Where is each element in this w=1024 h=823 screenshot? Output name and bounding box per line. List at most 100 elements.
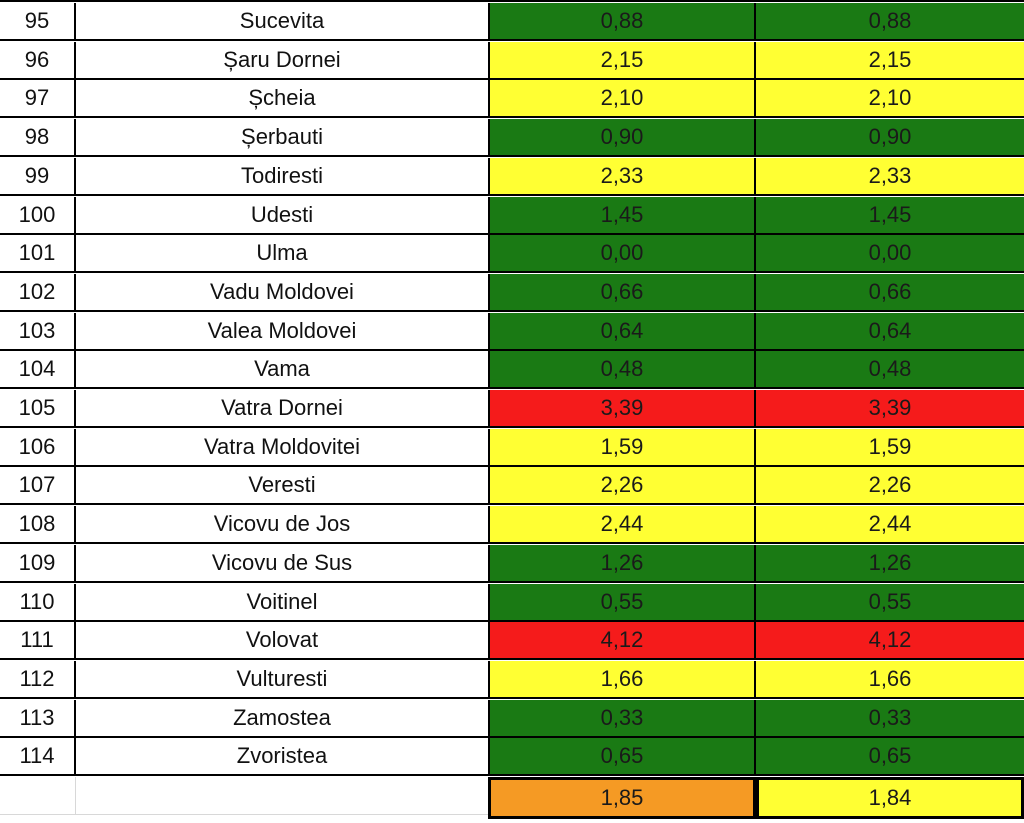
locality-name-cell[interactable]: Șerbauti [76, 119, 490, 158]
top-border [0, 0, 1024, 2]
locality-name-cell[interactable]: Todiresti [76, 157, 490, 196]
total-number-cell[interactable] [0, 777, 76, 815]
row-number-cell[interactable]: 101 [0, 235, 76, 274]
value-cell-1[interactable]: 1,26 [490, 544, 756, 583]
value-cell-1[interactable]: 0,55 [490, 583, 756, 622]
total-name-cell[interactable] [76, 777, 490, 815]
locality-name-cell[interactable]: Vicovu de Jos [76, 506, 490, 545]
row-number-cell[interactable]: 97 [0, 80, 76, 119]
table-row: 110 Voitinel 0,55 0,55 [0, 583, 1024, 623]
value-cell-2[interactable]: 0,66 [756, 273, 1024, 312]
value-cell-2[interactable]: 0,00 [756, 235, 1024, 274]
value-cell-1[interactable]: 2,33 [490, 157, 756, 196]
locality-name-cell[interactable]: Zvoristea [76, 738, 490, 777]
value-cell-1[interactable]: 1,59 [490, 428, 756, 467]
locality-name-cell[interactable]: Șcheia [76, 80, 490, 119]
value-cell-2[interactable]: 0,48 [756, 351, 1024, 390]
value-cell-2[interactable]: 1,66 [756, 660, 1024, 699]
locality-name-cell[interactable]: Sucevita [76, 3, 490, 41]
locality-name-cell[interactable]: Vicovu de Sus [76, 544, 490, 583]
locality-name-cell[interactable]: Voitinel [76, 583, 490, 622]
value-cell-2[interactable]: 2,44 [756, 506, 1024, 545]
locality-name-cell[interactable]: Vatra Dornei [76, 390, 490, 428]
row-number-cell[interactable]: 96 [0, 41, 76, 80]
value-cell-2[interactable]: 2,33 [756, 157, 1024, 196]
value-cell-2[interactable]: 1,26 [756, 544, 1024, 583]
table-row: 105 Vatra Dornei 3,39 3,39 [0, 390, 1024, 429]
value-cell-1[interactable]: 0,65 [490, 738, 756, 777]
locality-name-cell[interactable]: Ulma [76, 235, 490, 274]
locality-name-cell[interactable]: Vulturesti [76, 660, 490, 699]
row-number-cell[interactable]: 110 [0, 583, 76, 622]
value-cell-1[interactable]: 2,26 [490, 467, 756, 506]
value-cell-1[interactable]: 2,15 [490, 41, 756, 80]
locality-name-cell[interactable]: Volovat [76, 622, 490, 661]
value-cell-2[interactable]: 2,26 [756, 467, 1024, 506]
value-cell-1[interactable]: 3,39 [490, 390, 756, 428]
table-row: 111 Volovat 4,12 4,12 [0, 622, 1024, 661]
row-number-cell[interactable]: 100 [0, 196, 76, 235]
table-row: 102 Vadu Moldovei 0,66 0,66 [0, 273, 1024, 313]
row-number-cell[interactable]: 105 [0, 390, 76, 428]
locality-name-cell[interactable]: Valea Moldovei [76, 312, 490, 351]
table-row: 100 Udesti 1,45 1,45 [0, 196, 1024, 236]
row-number-cell[interactable]: 113 [0, 699, 76, 738]
value-cell-1[interactable]: 2,44 [490, 506, 756, 545]
table-row: 99 Todiresti 2,33 2,33 [0, 157, 1024, 197]
value-cell-1[interactable]: 1,66 [490, 660, 756, 699]
value-cell-2[interactable]: 0,64 [756, 312, 1024, 351]
value-cell-1[interactable]: 0,88 [490, 3, 756, 41]
row-number-cell[interactable]: 111 [0, 622, 76, 661]
table-row: 98 Șerbauti 0,90 0,90 [0, 119, 1024, 158]
value-cell-2[interactable]: 2,10 [756, 80, 1024, 119]
row-number-cell[interactable]: 95 [0, 3, 76, 41]
locality-name-cell[interactable]: Vatra Moldovitei [76, 428, 490, 467]
value-cell-2[interactable]: 1,45 [756, 196, 1024, 235]
locality-name-cell[interactable]: Veresti [76, 467, 490, 506]
table-row: 108 Vicovu de Jos 2,44 2,44 [0, 506, 1024, 545]
value-cell-1[interactable]: 0,64 [490, 312, 756, 351]
row-number-cell[interactable]: 103 [0, 312, 76, 351]
locality-name-cell[interactable]: Udesti [76, 196, 490, 235]
value-cell-2[interactable]: 0,65 [756, 738, 1024, 777]
locality-name-cell[interactable]: Șaru Dornei [76, 41, 490, 80]
value-cell-2[interactable]: 0,33 [756, 699, 1024, 738]
value-cell-1[interactable]: 0,66 [490, 273, 756, 312]
row-number-cell[interactable]: 102 [0, 273, 76, 312]
table-row: 106 Vatra Moldovitei 1,59 1,59 [0, 428, 1024, 468]
row-number-cell[interactable]: 99 [0, 157, 76, 196]
value-cell-2[interactable]: 2,15 [756, 41, 1024, 80]
value-cell-2[interactable]: 1,59 [756, 428, 1024, 467]
value-cell-1[interactable]: 0,00 [490, 235, 756, 274]
table-row: 104 Vama 0,48 0,48 [0, 351, 1024, 390]
value-cell-1[interactable]: 0,90 [490, 119, 756, 158]
row-number-cell[interactable]: 106 [0, 428, 76, 467]
value-cell-1[interactable]: 1,45 [490, 196, 756, 235]
locality-name-cell[interactable]: Zamostea [76, 699, 490, 738]
value-cell-1[interactable]: 0,48 [490, 351, 756, 390]
total-value-cell-1[interactable]: 1,85 [488, 777, 756, 819]
value-cell-1[interactable]: 2,10 [490, 80, 756, 119]
value-cell-2[interactable]: 0,88 [756, 3, 1024, 41]
row-number-cell[interactable]: 114 [0, 738, 76, 777]
row-number-cell[interactable]: 104 [0, 351, 76, 390]
row-number-cell[interactable]: 98 [0, 119, 76, 158]
row-number-cell[interactable]: 107 [0, 467, 76, 506]
table-row: 97 Șcheia 2,10 2,10 [0, 80, 1024, 119]
row-number-cell[interactable]: 108 [0, 506, 76, 545]
value-cell-2[interactable]: 3,39 [756, 390, 1024, 428]
table-row: 112 Vulturesti 1,66 1,66 [0, 660, 1024, 700]
row-number-cell[interactable]: 109 [0, 544, 76, 583]
locality-name-cell[interactable]: Vadu Moldovei [76, 273, 490, 312]
locality-name-cell[interactable]: Vama [76, 351, 490, 390]
value-cell-2[interactable]: 0,90 [756, 119, 1024, 158]
table-row: 95 Sucevita 0,88 0,88 [0, 3, 1024, 42]
table-row: 96 Șaru Dornei 2,15 2,15 [0, 41, 1024, 81]
total-value-cell-2[interactable]: 1,84 [756, 777, 1024, 819]
value-cell-1[interactable]: 4,12 [490, 622, 756, 661]
value-cell-2[interactable]: 4,12 [756, 622, 1024, 661]
value-cell-1[interactable]: 0,33 [490, 699, 756, 738]
value-cell-2[interactable]: 0,55 [756, 583, 1024, 622]
row-number-cell[interactable]: 112 [0, 660, 76, 699]
